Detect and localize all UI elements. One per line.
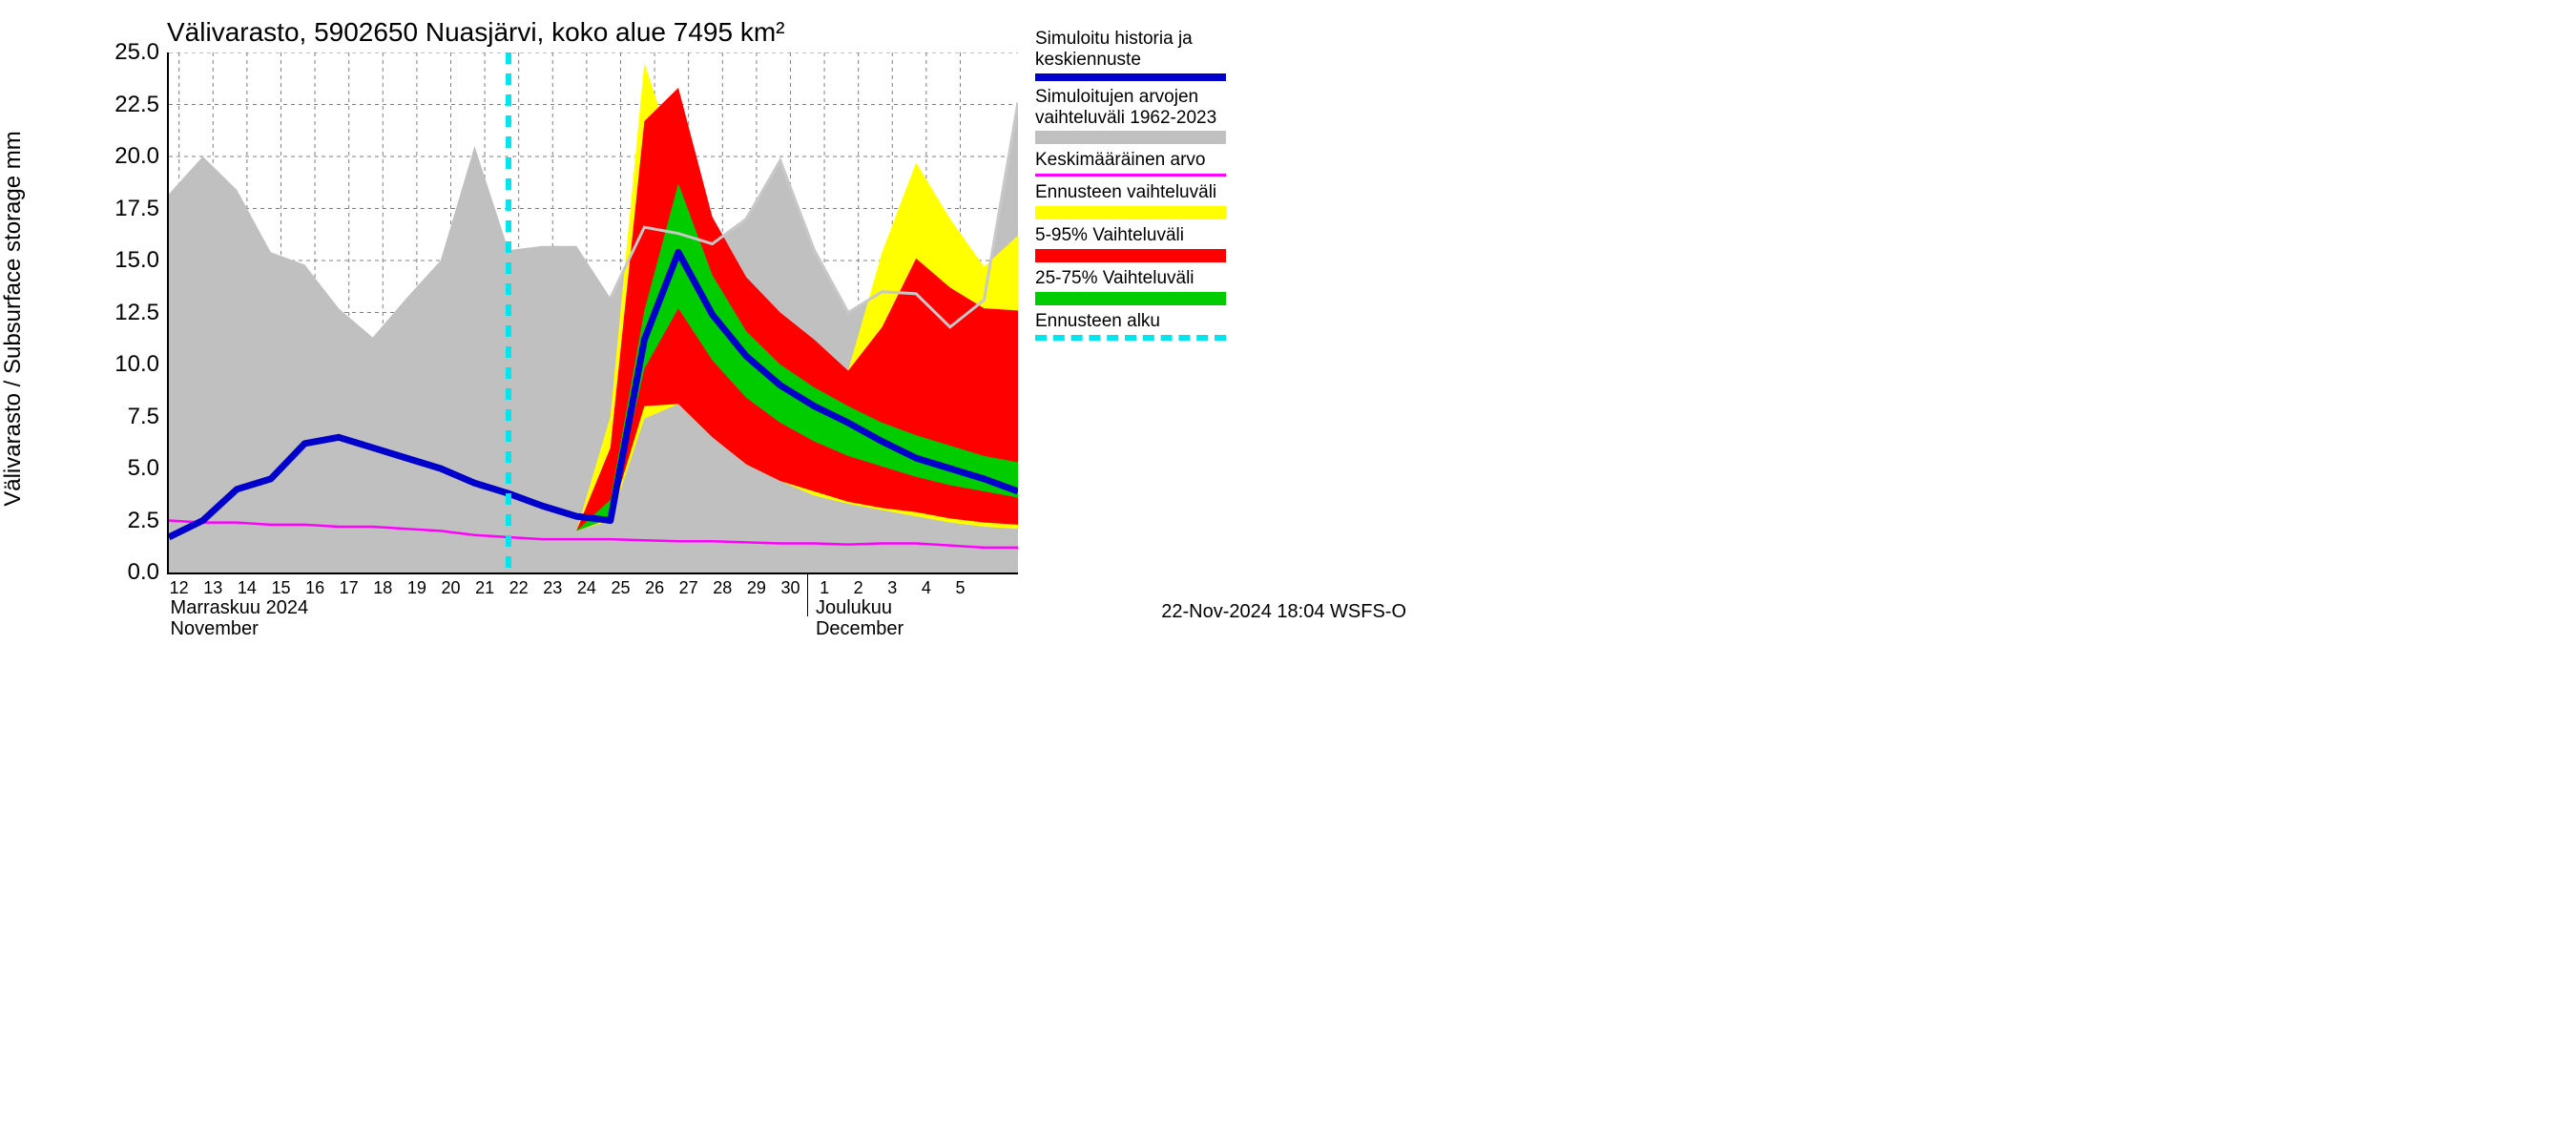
month-label-en: December: [816, 618, 904, 640]
xtick-label: 29: [747, 578, 766, 598]
legend-swatch: [1035, 249, 1226, 262]
xtick-label: 14: [238, 578, 257, 598]
footer-timestamp: 22-Nov-2024 18:04 WSFS-O: [1161, 601, 1406, 623]
legend-item: Keskimääräinen arvo: [1035, 150, 1245, 177]
legend-label: Ennusteen alku: [1035, 311, 1245, 332]
ytick-label: 12.5: [114, 300, 159, 326]
legend-label: Ennusteen vaihteluväli: [1035, 182, 1245, 203]
ytick-label: 22.5: [114, 92, 159, 118]
xtick-label: 3: [887, 578, 897, 598]
legend-swatch: [1035, 292, 1226, 305]
xtick-label: 13: [203, 578, 222, 598]
ytick-label: 2.5: [128, 508, 159, 534]
xtick-label: 28: [713, 578, 732, 598]
legend-label: Keskimääräinen arvo: [1035, 150, 1245, 171]
ytick-label: 0.0: [128, 559, 159, 586]
ytick-label: 15.0: [114, 247, 159, 274]
ytick-label: 20.0: [114, 143, 159, 170]
legend-swatch: [1035, 131, 1226, 144]
xtick-label: 15: [271, 578, 290, 598]
legend-label: 25-75% Vaihteluväli: [1035, 268, 1245, 289]
legend-item: 5-95% Vaihteluväli: [1035, 225, 1245, 262]
xtick-label: 1: [820, 578, 829, 598]
legend-item: 25-75% Vaihteluväli: [1035, 268, 1245, 305]
ytick-label: 25.0: [114, 39, 159, 66]
legend-label: 5-95% Vaihteluväli: [1035, 225, 1245, 246]
xtick-label: 19: [407, 578, 426, 598]
xtick-label: 27: [679, 578, 698, 598]
xtick-label: 25: [611, 578, 630, 598]
legend-swatch: [1035, 206, 1226, 219]
xtick-label: 23: [543, 578, 562, 598]
xtick-label: 21: [475, 578, 494, 598]
legend-item: Ennusteen vaihteluväli: [1035, 182, 1245, 219]
xtick-label: 2: [854, 578, 863, 598]
chart-container: Välivarasto / Subsurface storage mm Väli…: [0, 0, 1431, 636]
xtick-label: 12: [170, 578, 189, 598]
xtick-label: 24: [577, 578, 596, 598]
ytick-label: 17.5: [114, 196, 159, 222]
chart-title: Välivarasto, 5902650 Nuasjärvi, koko alu…: [167, 17, 784, 48]
xtick-label: 4: [922, 578, 931, 598]
xtick-label: 26: [645, 578, 664, 598]
xtick-label: 20: [441, 578, 460, 598]
xtick-label: 22: [509, 578, 529, 598]
xtick-label: 30: [780, 578, 800, 598]
legend-item: Ennusteen alku: [1035, 311, 1245, 341]
ytick-label: 5.0: [128, 455, 159, 482]
legend-swatch: [1035, 73, 1226, 81]
month-separator: [807, 572, 808, 616]
ytick-label: 10.0: [114, 351, 159, 378]
month-label-en: November: [171, 618, 259, 640]
xtick-label: 17: [340, 578, 359, 598]
legend: Simuloitu historia jakeskiennuste Simuloi…: [1035, 29, 1245, 346]
legend-label: Simuloitu historia jakeskiennuste: [1035, 29, 1245, 71]
month-label: Marraskuu 2024: [171, 597, 309, 619]
legend-label: Simuloitujen arvojenvaihteluväli 1962-20…: [1035, 87, 1245, 129]
xtick-label: 16: [305, 578, 324, 598]
month-label: Joulukuu: [816, 597, 892, 619]
legend-swatch: [1035, 174, 1226, 177]
xtick-label: 18: [373, 578, 392, 598]
ytick-label: 7.5: [128, 404, 159, 430]
xtick-label: 5: [955, 578, 965, 598]
legend-swatch: [1035, 335, 1226, 341]
legend-item: Simuloitujen arvojenvaihteluväli 1962-20…: [1035, 87, 1245, 145]
legend-item: Simuloitu historia jakeskiennuste: [1035, 29, 1245, 81]
chart-svg: [169, 52, 1018, 572]
plot-area: 0.02.55.07.510.012.515.017.520.022.525.0…: [167, 52, 1018, 574]
y-axis-label: Välivarasto / Subsurface storage mm: [0, 131, 27, 507]
